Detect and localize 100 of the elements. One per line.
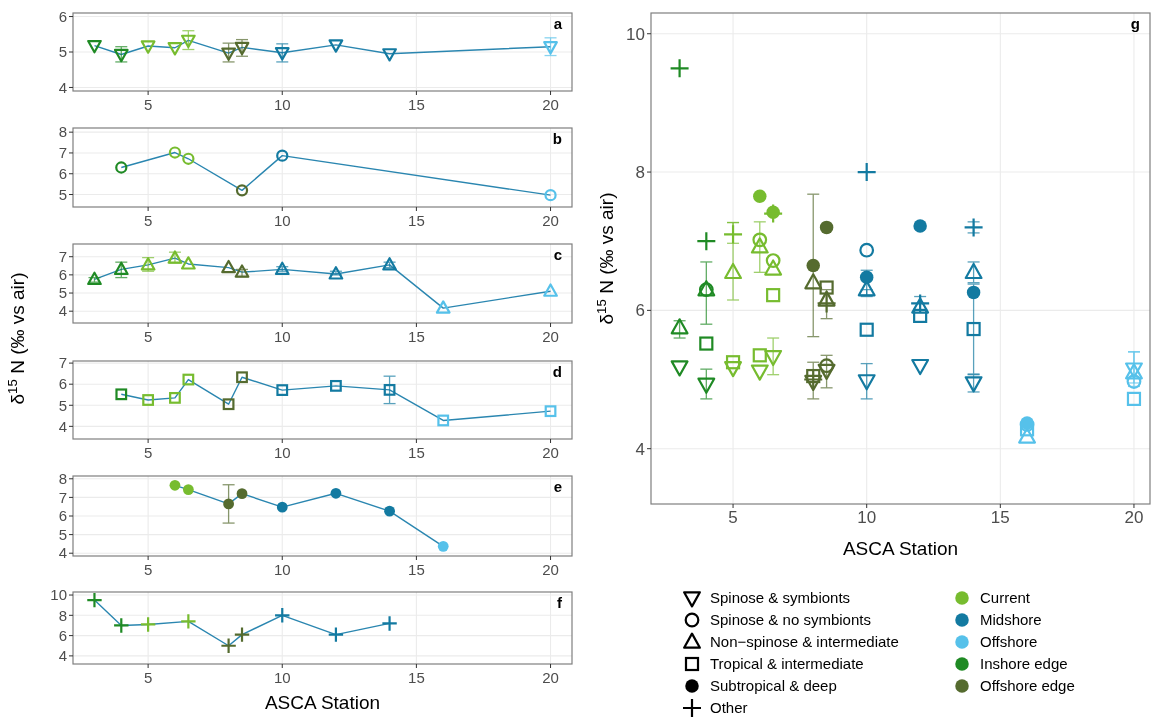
point xyxy=(806,368,821,384)
y-tick-label: 6 xyxy=(635,301,645,321)
text: Non−spinose & intermediate xyxy=(710,633,899,651)
chart-title: c xyxy=(553,246,562,263)
point xyxy=(236,371,248,384)
point xyxy=(817,363,836,380)
point xyxy=(139,616,157,633)
y-tick-label: 6 xyxy=(58,7,67,25)
y-tick-label: 4 xyxy=(58,302,67,320)
point xyxy=(180,34,196,49)
y-tick-label: 5 xyxy=(58,43,67,61)
point xyxy=(966,285,981,300)
point xyxy=(221,259,236,274)
point xyxy=(276,501,288,513)
point xyxy=(859,270,874,284)
text: Tropical & intermediate xyxy=(710,655,864,673)
x-tick-label: 20 xyxy=(542,444,559,461)
point xyxy=(327,626,345,643)
y-tick-label: 8 xyxy=(58,123,67,141)
y-tick-label: 10 xyxy=(626,24,645,44)
point xyxy=(669,58,690,79)
legend-label: Midshore xyxy=(980,611,1042,629)
point xyxy=(222,398,235,411)
x-tick-label: 20 xyxy=(542,96,559,113)
text: Other xyxy=(710,699,748,717)
point xyxy=(670,360,689,377)
x-tick-label: 20 xyxy=(542,561,559,578)
point xyxy=(817,290,836,307)
y-tick-label: 4 xyxy=(58,544,67,562)
text: Subtropical & deep xyxy=(710,677,837,695)
x-tick-label: 10 xyxy=(273,212,291,229)
point xyxy=(1126,374,1142,389)
chart-title: g xyxy=(1130,15,1140,32)
point xyxy=(235,184,249,197)
point xyxy=(234,264,250,278)
y-tick-label: 5 xyxy=(58,185,67,203)
point xyxy=(819,220,834,235)
x-tick-label: 5 xyxy=(143,444,153,461)
x-tick-label: 5 xyxy=(143,328,153,345)
x-tick-label: 15 xyxy=(990,508,1010,527)
point xyxy=(699,336,714,351)
point xyxy=(233,626,251,643)
text: Spinose & no symbionts xyxy=(710,611,871,629)
point xyxy=(330,487,342,499)
point xyxy=(435,300,451,314)
chart-title: e xyxy=(553,478,562,495)
x-tick-label: 15 xyxy=(408,561,425,578)
y-tick-label: 8 xyxy=(635,163,645,183)
x-tick-label: 5 xyxy=(143,212,153,229)
legend-label: Offshore edge xyxy=(980,677,1075,695)
x-tick-label: 5 xyxy=(143,669,153,686)
y-tick-label: 7 xyxy=(58,488,67,506)
point xyxy=(140,40,156,54)
point xyxy=(543,41,558,55)
x-tick-label: 10 xyxy=(273,561,291,578)
x-tick-label: 10 xyxy=(273,669,291,686)
y-tick-label: 7 xyxy=(58,354,67,372)
point xyxy=(816,293,837,314)
chart-title: f xyxy=(557,594,563,611)
x-axis-title: ASCA Station xyxy=(842,538,959,559)
x-tick-label: 10 xyxy=(273,328,291,345)
point xyxy=(384,505,395,517)
chart-title: d xyxy=(552,363,562,380)
x-tick-label: 5 xyxy=(728,508,738,527)
point xyxy=(223,498,234,510)
x-tick-label: 15 xyxy=(408,212,425,229)
y-tick-label: 7 xyxy=(58,247,67,265)
point xyxy=(169,391,181,404)
point xyxy=(274,47,290,61)
x-tick-label: 15 xyxy=(408,669,425,686)
point xyxy=(544,405,557,418)
y-tick-label: 5 xyxy=(58,525,67,543)
point xyxy=(167,42,183,56)
point xyxy=(112,617,130,634)
point xyxy=(276,384,289,396)
point xyxy=(856,161,877,183)
y-tick-label: 4 xyxy=(58,647,67,665)
point xyxy=(544,189,557,202)
chart-title: a xyxy=(553,15,563,32)
point xyxy=(382,48,397,62)
x-tick-label: 20 xyxy=(542,328,559,345)
x-tick-label: 20 xyxy=(542,669,559,686)
y-tick-label: 4 xyxy=(58,417,67,435)
x-tick-label: 5 xyxy=(143,96,153,113)
y-tick-label: 6 xyxy=(58,375,67,393)
point xyxy=(819,358,834,374)
point xyxy=(383,383,396,396)
point xyxy=(543,283,558,297)
point xyxy=(804,374,823,392)
x-tick-label: 10 xyxy=(857,508,877,527)
point xyxy=(86,591,103,609)
x-tick-label: 10 xyxy=(273,444,291,461)
point xyxy=(670,318,689,335)
y-tick-label: 4 xyxy=(635,439,645,459)
point xyxy=(142,394,155,406)
legend-label: Offshore xyxy=(980,633,1038,651)
point xyxy=(182,373,195,386)
y-tick-label: 5 xyxy=(58,396,67,414)
chart-title: b xyxy=(552,130,562,147)
point xyxy=(437,540,449,552)
